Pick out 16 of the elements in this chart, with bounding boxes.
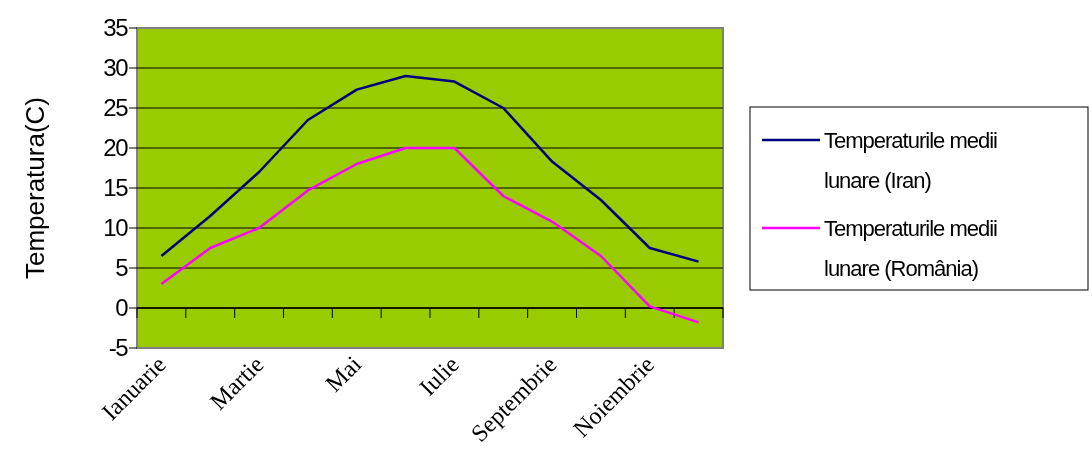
y-tick-label: 20 xyxy=(103,134,129,162)
legend-label: Temperaturile medii lunare (România) xyxy=(824,215,998,281)
y-tick-label: -5 xyxy=(108,334,129,362)
legend-label: Temperaturile medii lunare (Iran) xyxy=(824,127,998,193)
line-series xyxy=(160,74,700,263)
y-tick-label: 35 xyxy=(103,14,129,42)
y-axis-title: Temperatura(C) xyxy=(20,96,50,280)
y-tick-label: 5 xyxy=(115,254,129,282)
x-tick-label: Iulie xyxy=(414,351,464,401)
y-tick-label: 30 xyxy=(103,54,129,82)
y-tick-label: 25 xyxy=(103,94,129,122)
line-series xyxy=(160,146,700,324)
y-tick-label: 0 xyxy=(115,294,129,322)
x-tick-label: Mai xyxy=(320,350,367,397)
y-tick-label: 10 xyxy=(103,214,129,242)
y-tick-label: 15 xyxy=(103,174,129,202)
